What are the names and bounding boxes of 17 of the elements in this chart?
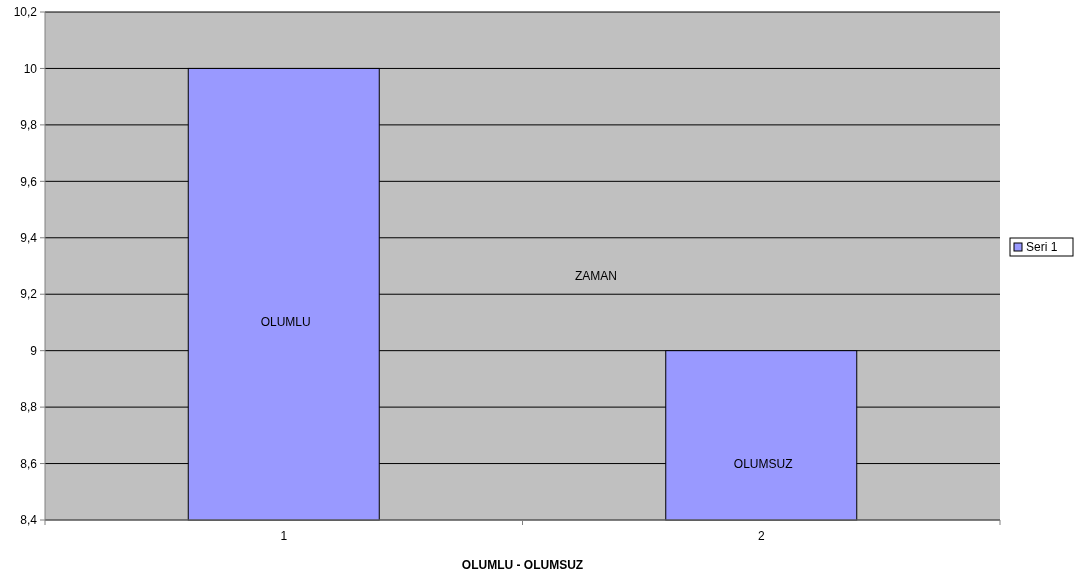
y-tick-label: 10 (23, 61, 38, 76)
annotation: ZAMAN (575, 269, 618, 284)
legend-label: Seri 1 (1026, 240, 1058, 255)
y-tick-label: 9,4 (20, 230, 38, 245)
annotation: OLUMLU (260, 315, 311, 330)
y-tick-label: 8,8 (20, 400, 38, 415)
y-tick-label: 9,2 (20, 287, 38, 302)
x-tick-label: 2 (757, 529, 765, 543)
y-tick-label: 9,6 (20, 174, 38, 189)
x-tick-label: 1 (280, 529, 288, 543)
y-tick-label: 8,6 (20, 456, 38, 471)
y-tick-label: 10,2 (13, 5, 38, 20)
y-tick-label: 9,8 (20, 118, 38, 133)
y-tick-label: 8,4 (20, 513, 38, 528)
annotation: OLUMSUZ (733, 457, 793, 472)
y-tick-label: 9 (30, 343, 38, 358)
x-axis-title: OLUMLU - OLUMSUZ (461, 558, 584, 572)
